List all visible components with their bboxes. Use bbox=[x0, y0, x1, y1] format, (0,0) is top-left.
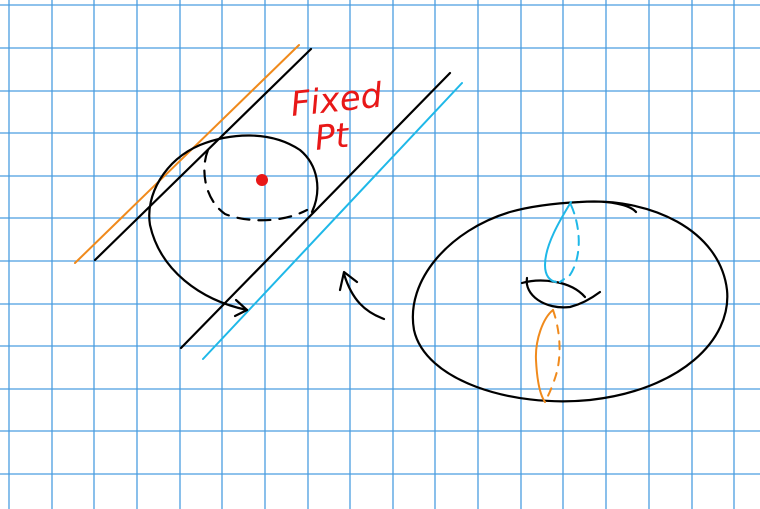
orange-loop-dashed bbox=[544, 309, 561, 403]
orange-loop-solid bbox=[534, 309, 554, 403]
curved-arrow bbox=[338, 270, 386, 321]
pt-label: Pt bbox=[313, 115, 352, 158]
torus-outline bbox=[411, 200, 729, 403]
fixed-point-dot bbox=[256, 174, 268, 186]
cyan-loop-solid bbox=[544, 201, 572, 283]
lower-black-line bbox=[179, 71, 452, 350]
arrow-head bbox=[233, 298, 249, 318]
orange-boundary-line bbox=[74, 44, 300, 264]
torus-figure bbox=[411, 200, 729, 403]
dashed-inner-arc bbox=[203, 148, 309, 222]
cyan-loop-dashed bbox=[559, 204, 580, 283]
cyan-boundary-line bbox=[202, 82, 463, 360]
torus-hole-bottom bbox=[525, 276, 602, 309]
upper-black-line bbox=[93, 47, 313, 262]
circle-arc bbox=[148, 134, 319, 312]
fixed-label: Fixed bbox=[289, 76, 385, 125]
strip-figure: Fixed Pt bbox=[74, 44, 463, 360]
